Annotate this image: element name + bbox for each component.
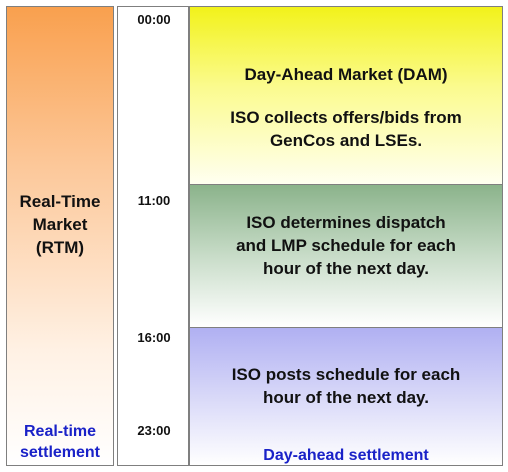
dam-offers-line1: ISO collects offers/bids from [230, 108, 462, 127]
dam-schedule-text: ISO posts schedule for each hour of the … [190, 363, 502, 409]
dam-dispatch-line3: hour of the next day. [263, 259, 429, 278]
dam-schedule-segment: ISO posts schedule for each hour of the … [190, 328, 502, 465]
rtm-label-line1: Real-Time [19, 192, 101, 211]
dam-schedule-line1: ISO posts schedule for each [231, 365, 461, 384]
rtm-settlement-line2: settlement [19, 444, 101, 461]
dam-schedule-line2: hour of the next day. [263, 388, 429, 407]
rtm-label: Real-Time Market (RTM) [7, 190, 113, 259]
dam-settlement: Day-ahead settlement [263, 447, 429, 464]
timeline-column: 00:00 11:00 16:00 23:00 [117, 6, 189, 466]
dam-dispatch-segment: ISO determines dispatch and LMP schedule… [190, 185, 502, 328]
real-time-market-column: Real-Time Market (RTM) Real-time settlem… [6, 6, 114, 466]
rtm-settlement: Real-time settlement [7, 421, 113, 463]
rtm-settlement-line1: Real-time [23, 423, 97, 440]
rtm-label-line3: (RTM) [35, 238, 85, 257]
time-0000: 00:00 [137, 12, 171, 27]
time-1600: 16:00 [137, 330, 171, 345]
dam-dispatch-line1: ISO determines dispatch [246, 213, 446, 232]
time-2300: 23:00 [137, 423, 171, 438]
dam-title: Day-Ahead Market (DAM) [244, 65, 448, 84]
time-1100: 11:00 [137, 193, 171, 208]
dam-offers-text: ISO collects offers/bids from GenCos and… [190, 106, 502, 152]
dam-offers-line2: GenCos and LSEs. [269, 131, 423, 150]
day-ahead-market-column: Day-Ahead Market (DAM) ISO collects offe… [189, 6, 503, 466]
rtm-label-line2: Market [32, 215, 88, 234]
dam-dispatch-line2: and LMP schedule for each [236, 236, 456, 255]
dam-offers-segment: Day-Ahead Market (DAM) ISO collects offe… [190, 7, 502, 185]
dam-dispatch-text: ISO determines dispatch and LMP schedule… [190, 211, 502, 280]
